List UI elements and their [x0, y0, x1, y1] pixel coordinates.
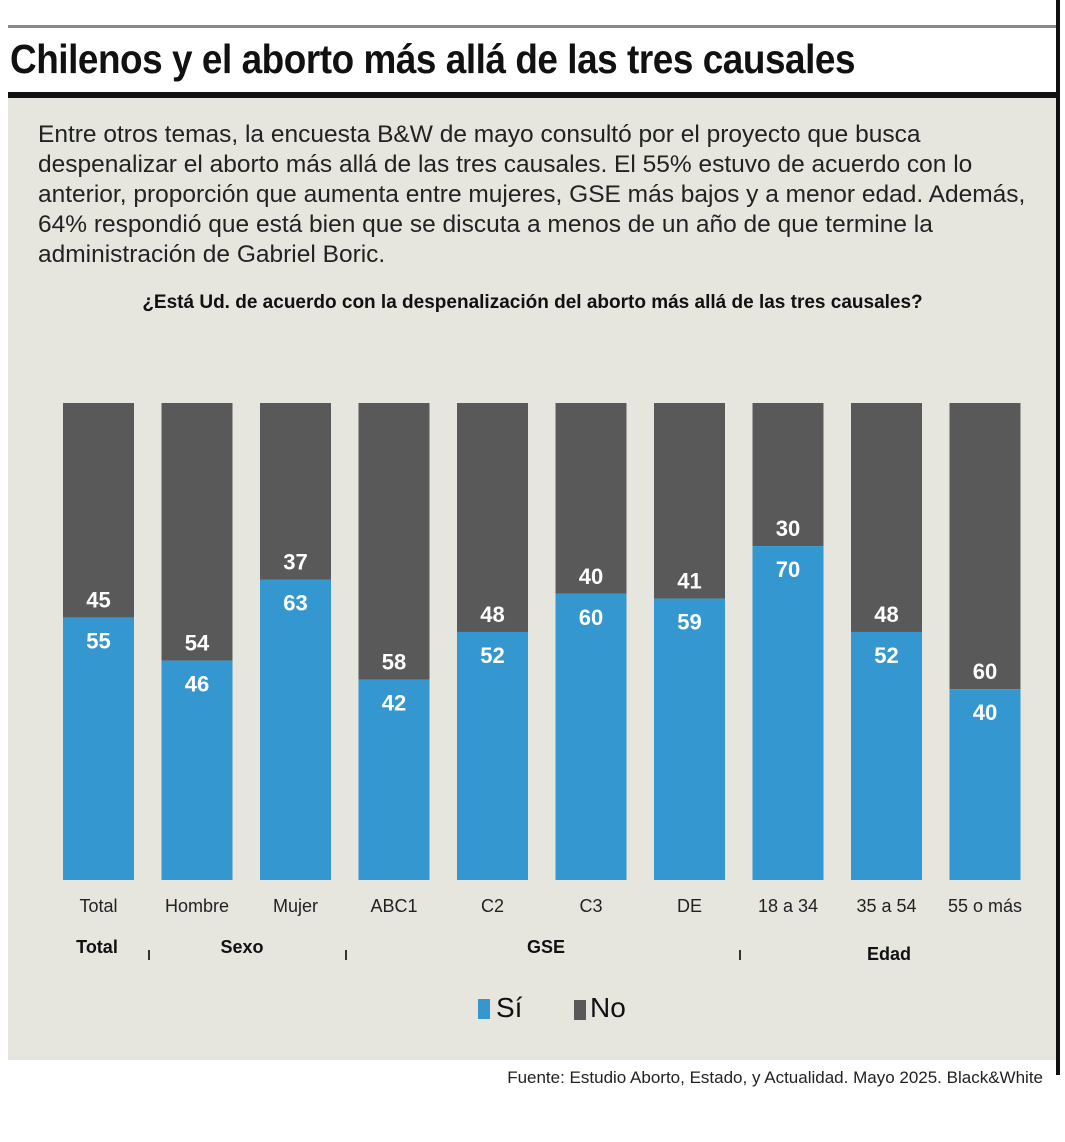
bar-si	[358, 679, 430, 880]
value-label-si: 60	[579, 605, 603, 630]
category-label: ABC1	[370, 896, 417, 916]
value-label-si: 40	[973, 700, 997, 725]
category-label: DE	[677, 896, 702, 916]
category-label: Hombre	[165, 896, 229, 916]
category-label: C3	[579, 896, 602, 916]
right-rule	[1056, 0, 1060, 1075]
value-label-si: 52	[480, 643, 504, 668]
group-label: GSE	[527, 937, 565, 957]
bar-no	[63, 403, 134, 618]
chart-title: ¿Está Ud. de acuerdo con la despenalizac…	[142, 292, 923, 313]
bar-no	[260, 403, 331, 580]
value-label-si: 46	[185, 672, 209, 697]
group-label: Total	[76, 937, 118, 957]
legend-label-si: Sí	[496, 992, 523, 1023]
group-separator	[739, 950, 741, 960]
value-label-no: 54	[185, 631, 210, 656]
bar-si	[555, 593, 627, 880]
value-label-no: 45	[86, 588, 110, 613]
group-separator	[345, 950, 347, 960]
bar-si	[161, 660, 233, 880]
category-label: 18 a 34	[758, 896, 818, 916]
category-label: 55 o más	[948, 896, 1022, 916]
headline: Chilenos y el aborto más allá de las tre…	[10, 36, 856, 82]
legend-swatch-no	[574, 1000, 586, 1020]
value-label-si: 63	[283, 590, 307, 615]
bar-no	[752, 403, 824, 547]
bar-si	[654, 598, 725, 880]
value-label-si: 42	[382, 691, 406, 716]
source-note: Fuente: Estudio Aborto, Estado, y Actual…	[507, 1068, 1043, 1087]
category-label: Mujer	[273, 896, 318, 916]
headline-rule	[8, 92, 1058, 98]
value-label-no: 40	[579, 564, 603, 589]
value-label-si: 52	[874, 643, 898, 668]
value-label-si: 55	[86, 629, 110, 654]
category-label: 35 a 54	[856, 896, 916, 916]
value-label-no: 58	[382, 650, 406, 675]
bar-si	[949, 689, 1021, 880]
legend-swatch-si	[478, 999, 490, 1019]
bar-no	[457, 403, 528, 632]
value-label-no: 37	[283, 549, 307, 574]
value-label-no: 60	[973, 659, 997, 684]
value-label-si: 59	[677, 610, 701, 635]
intro-text: Entre otros temas, la encuesta B&W de ma…	[38, 121, 1026, 268]
bar-si	[260, 579, 331, 880]
group-separator	[148, 950, 150, 960]
bar-no	[358, 403, 430, 680]
bar-si	[457, 631, 528, 880]
top-rule	[8, 25, 1058, 28]
legend-label-no: No	[590, 992, 626, 1023]
bar-no	[555, 403, 627, 594]
value-label-no: 48	[480, 602, 504, 627]
bar-si	[63, 617, 134, 880]
group-label: Edad	[867, 944, 911, 964]
value-label-no: 30	[776, 516, 800, 541]
group-label: Sexo	[220, 937, 263, 957]
value-label-no: 48	[874, 602, 898, 627]
value-label-si: 70	[776, 557, 800, 582]
bar-no	[161, 403, 233, 661]
value-label-no: 41	[677, 569, 701, 594]
bar-no	[654, 403, 725, 599]
category-label: Total	[79, 896, 117, 916]
bar-si	[752, 546, 824, 880]
category-label: C2	[481, 896, 504, 916]
bar-si	[851, 631, 922, 880]
bar-no	[949, 403, 1021, 690]
bar-no	[851, 403, 922, 632]
